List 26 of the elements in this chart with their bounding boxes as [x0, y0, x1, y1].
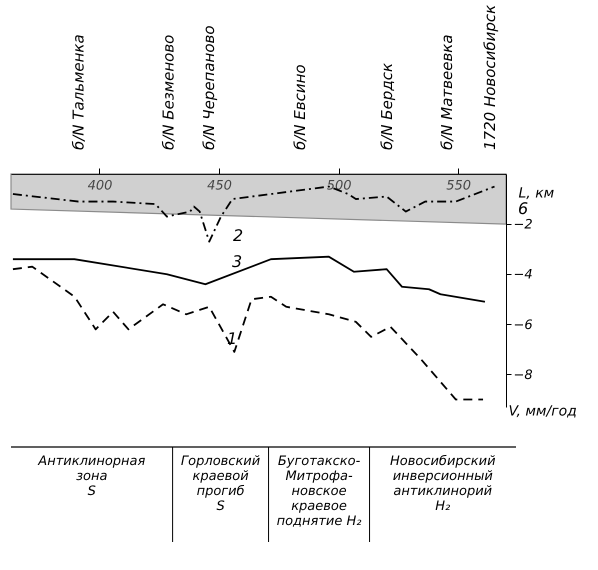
x-tick-label: 500	[326, 178, 352, 194]
x-tick-label: 400	[88, 178, 112, 194]
annotation: б/N Евсино	[290, 64, 309, 150]
line-series	[12, 266, 484, 400]
annotation: б/N Тальменка	[69, 34, 88, 150]
annotation: 1720 Новосибирск	[481, 4, 500, 150]
x-axis-title: L, км	[518, 186, 555, 202]
y-tick-label: −2	[514, 218, 533, 233]
annotation: 2	[233, 226, 244, 245]
x-tick-label: 550	[446, 178, 472, 194]
annotation: 3	[232, 252, 242, 271]
text: Антиклинорная зона S	[37, 454, 146, 499]
y-tick-label: −4	[514, 268, 533, 283]
y-axis-title: V, мм/год	[508, 404, 577, 420]
text: 6	[518, 199, 528, 218]
x-tick-label: 450	[207, 178, 232, 194]
text: Буготакско- Митрофа- новское краевое поднятие H₂	[276, 454, 362, 529]
annotation: б/N Матвеевка	[438, 34, 456, 150]
y-tick-label: −6	[514, 318, 533, 333]
y-tick-label: −8	[514, 368, 533, 383]
text: Новосибирский инверсионный антиклинорий H₂	[390, 454, 496, 514]
annotation: б/N Бердск	[378, 62, 396, 150]
line-series	[12, 256, 486, 303]
text: Горловский краевой прогиб S	[180, 454, 260, 514]
annotation: б/N Черепаново	[200, 25, 218, 150]
annotation: б/N Безменово	[160, 34, 178, 150]
